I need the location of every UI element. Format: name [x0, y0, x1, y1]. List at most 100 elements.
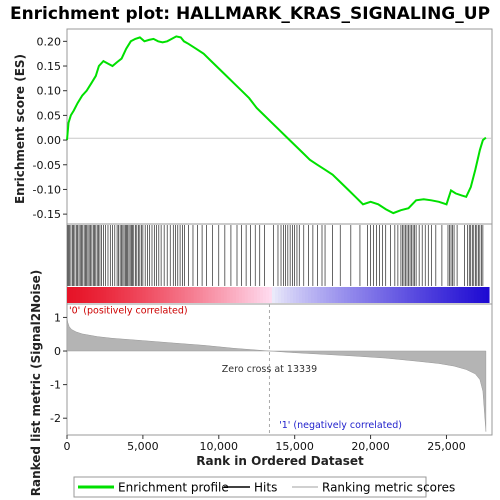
rank-color-segment [329, 287, 333, 303]
rank-color-segment [464, 287, 469, 303]
rank-color-segment [127, 287, 131, 303]
rank-color-segment [91, 287, 95, 303]
rank-color-segment [121, 287, 125, 303]
rank-color-segment [377, 287, 382, 303]
rank-color-segment [350, 287, 354, 303]
es-y-tick-label: -0.10 [33, 183, 61, 196]
rank-color-segment [136, 287, 140, 303]
rank-color-segment [211, 287, 216, 303]
rank-color-segment [229, 287, 234, 303]
rank-color-segment [187, 287, 192, 303]
rank-color-segment [344, 287, 348, 303]
rank-color-segment [226, 287, 231, 303]
rank-color-segment [422, 287, 427, 303]
rank-color-segment [190, 287, 195, 303]
es-y-tick-label: 0.10 [37, 85, 62, 98]
rank-color-segment [473, 287, 478, 303]
rank-color-segment [247, 287, 252, 303]
rank-color-segment [446, 287, 451, 303]
rank-color-segment [208, 287, 213, 303]
rank-color-segment [443, 287, 448, 303]
rank-color-segment [67, 287, 71, 303]
rank-color-segment [250, 287, 255, 303]
rank-color-segment [97, 287, 101, 303]
rank-color-segment [238, 287, 243, 303]
metric-y-axis-label: Ranked list metric (Signal2Noise) [29, 270, 43, 497]
rank-color-segment [217, 287, 222, 303]
rank-color-segment [166, 287, 171, 303]
legend: Enrichment profile Hits Ranking metric s… [73, 476, 455, 498]
rank-color-segment [271, 287, 276, 303]
rank-color-segment [232, 287, 237, 303]
metric-y-tick-label: -1 [50, 379, 61, 392]
rank-color-segment [389, 287, 394, 303]
rank-color-segment [392, 287, 397, 303]
rank-color-segment [85, 287, 89, 303]
metric-y-tick-label: 1 [54, 311, 61, 324]
rank-color-segment [73, 287, 77, 303]
metric-area [66, 317, 487, 432]
rank-color-segment [283, 287, 288, 303]
rank-color-segment [401, 287, 406, 303]
rank-color-segment [434, 287, 439, 303]
es-y-tick-label: 0.00 [37, 134, 62, 147]
rank-color-segment [413, 287, 418, 303]
rank-color-segment [371, 287, 375, 303]
rank-color-segment [470, 287, 475, 303]
rank-color-segment [440, 287, 445, 303]
x-tick-label: 10,000 [200, 440, 239, 453]
rank-color-segment [383, 287, 388, 303]
rank-color-segment [172, 287, 177, 303]
es-y-tick-label: -0.05 [33, 159, 61, 172]
rank-color-segment [404, 287, 409, 303]
rank-color-segment [416, 287, 421, 303]
legend-label-hits: Hits [254, 481, 277, 495]
metric-panel [66, 303, 493, 436]
x-tick-label: 25,000 [427, 440, 466, 453]
rank-color-segment [145, 287, 149, 303]
rank-color-segment [268, 287, 273, 303]
rank-color-segment [479, 287, 484, 303]
hits-group [67, 225, 484, 286]
rank-color-segment [320, 287, 324, 303]
rank-color-segment [374, 287, 379, 303]
rank-color-segment [452, 287, 457, 303]
rank-color-segment [142, 287, 146, 303]
rank-color-segment [419, 287, 424, 303]
rank-color-segment [199, 287, 204, 303]
rank-color-segment [365, 287, 369, 303]
rank-color-segment [70, 287, 74, 303]
x-axis-label: Rank in Ordered Dataset [196, 454, 364, 468]
metric-y-tick-label: 0 [54, 345, 61, 358]
rank-color-segment [302, 287, 306, 303]
rank-color-segment [308, 287, 312, 303]
rank-color-segment [437, 287, 442, 303]
rank-color-segment [353, 287, 357, 303]
rank-color-segment [160, 287, 165, 303]
rank-color-segment [386, 287, 391, 303]
es-curve-group [66, 35, 487, 215]
rank-color-segment [82, 287, 86, 303]
rank-color-segment [338, 287, 342, 303]
x-tick-label: 5,000 [127, 440, 159, 453]
rank-color-segment [449, 287, 454, 303]
rank-color-segment [205, 287, 210, 303]
rank-color-segment [265, 287, 270, 303]
x-tick-label: 20,000 [351, 440, 390, 453]
rank-color-segment [425, 287, 430, 303]
rank-color-segment [311, 287, 315, 303]
rank-color-segment [347, 287, 351, 303]
rank-color-segment [124, 287, 128, 303]
rank-color-segment [133, 287, 137, 303]
rank-color-segment [79, 287, 83, 303]
rank-color-segment [76, 287, 80, 303]
rank-color-segment [458, 287, 463, 303]
rank-color-segment [157, 287, 162, 303]
x-tick-label: 0 [64, 440, 71, 453]
rank-color-segment [100, 287, 104, 303]
rank-color-bar [67, 287, 490, 303]
rank-color-segment [485, 287, 490, 303]
rank-color-segment [314, 287, 318, 303]
rank-color-segment [461, 287, 466, 303]
